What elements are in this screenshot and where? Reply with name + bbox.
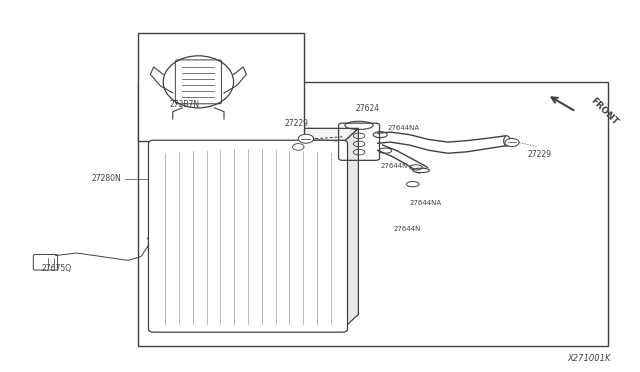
Circle shape	[292, 144, 304, 150]
Text: FRONT: FRONT	[589, 96, 620, 127]
Text: 27624: 27624	[355, 105, 380, 113]
Text: 27644N: 27644N	[381, 163, 408, 169]
Bar	[138, 33, 304, 141]
Circle shape	[505, 138, 519, 147]
Text: 27675Q: 27675Q	[42, 264, 72, 273]
Bar	[138, 82, 608, 346]
Text: 27644NA: 27644NA	[410, 200, 442, 206]
Circle shape	[298, 134, 314, 143]
Ellipse shape	[413, 168, 429, 173]
Polygon shape	[154, 128, 358, 143]
Text: 27229: 27229	[285, 119, 309, 128]
Text: 27280N: 27280N	[92, 174, 122, 183]
Polygon shape	[342, 128, 358, 329]
Text: 27644NA: 27644NA	[387, 125, 419, 131]
Text: 272B7N: 272B7N	[170, 100, 200, 109]
Ellipse shape	[504, 136, 510, 146]
Text: 27644N: 27644N	[394, 226, 421, 232]
Text: 27229: 27229	[528, 150, 552, 159]
Text: X271001K: X271001K	[568, 354, 611, 363]
FancyBboxPatch shape	[148, 140, 348, 332]
